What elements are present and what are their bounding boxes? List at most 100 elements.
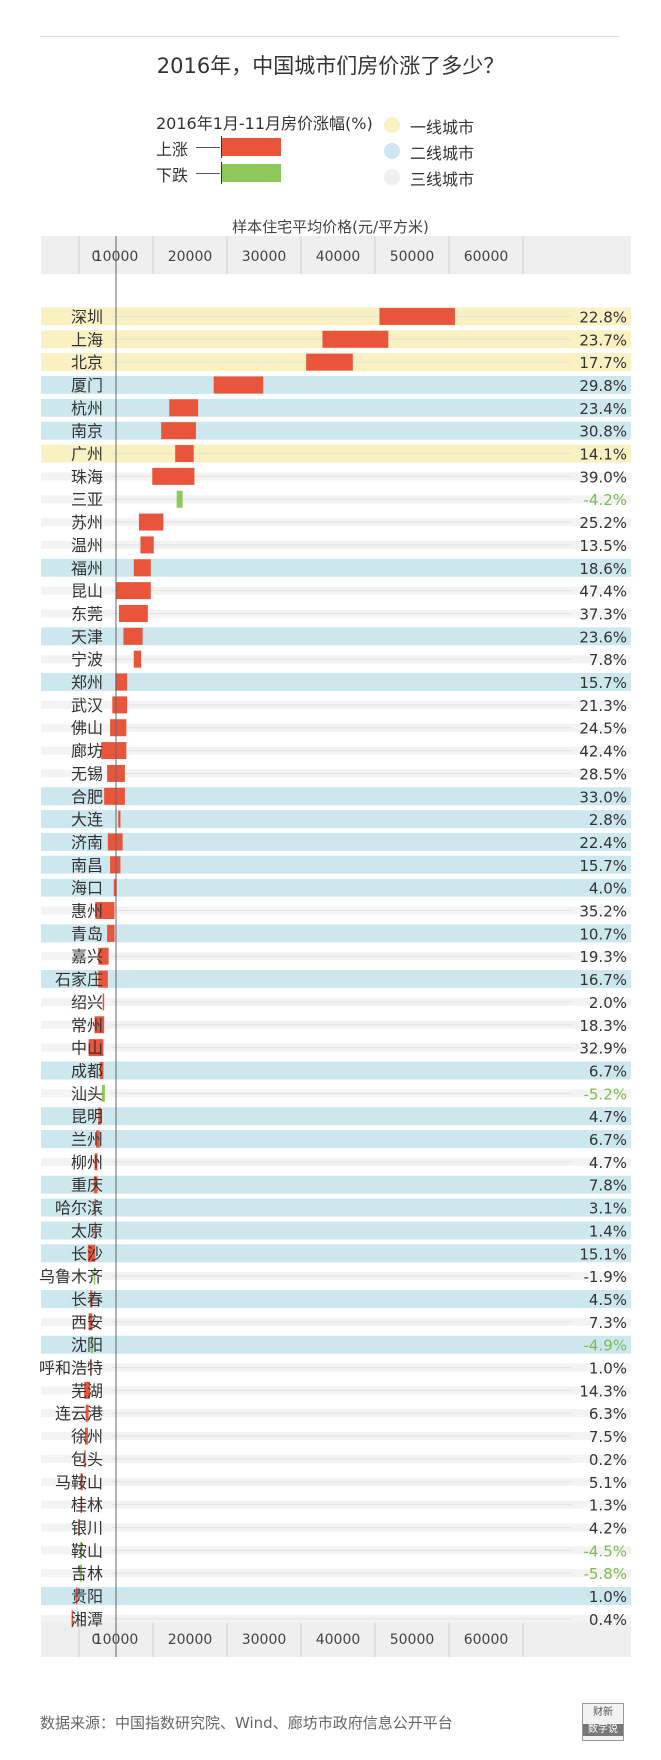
change-label: 39.0% — [579, 468, 627, 486]
bar-苏州 — [138, 513, 164, 531]
change-label: 7.3% — [589, 1314, 627, 1332]
legend-up-line — [196, 147, 220, 148]
change-label: 15.1% — [579, 1245, 627, 1263]
change-label: 21.3% — [579, 697, 627, 715]
change-label: 2.0% — [589, 994, 627, 1012]
bar-大连 — [118, 810, 121, 828]
bar-珠海 — [152, 467, 195, 485]
bar-上海 — [322, 330, 389, 348]
legend-tier-1: 一线城市 — [384, 114, 474, 138]
top-x-tick-label: 60000 — [464, 249, 509, 265]
bar-郑州 — [115, 673, 128, 691]
bar-贵阳 — [76, 1587, 78, 1605]
city-label: 重庆 — [71, 1176, 103, 1195]
bar-南昌 — [110, 856, 121, 874]
city-label: 东莞 — [71, 604, 103, 623]
change-label: 35.2% — [579, 903, 627, 921]
city-label: 芜湖 — [71, 1381, 103, 1400]
city-label: 中山 — [71, 1039, 103, 1058]
bar-重庆 — [93, 1176, 98, 1194]
bar-武汉 — [112, 696, 128, 714]
city-label: 昆山 — [71, 582, 103, 601]
bar-北京 — [306, 353, 353, 371]
city-label: 呼和浩特 — [39, 1359, 103, 1378]
change-label: 30.8% — [579, 423, 627, 441]
bar-海口 — [113, 879, 117, 897]
tier-3-label: 三线城市 — [410, 170, 475, 189]
change-label: 0.2% — [589, 1451, 627, 1469]
change-label: 17.7% — [579, 354, 627, 372]
bar-南京 — [161, 422, 196, 440]
change-label: 15.7% — [579, 857, 627, 875]
change-label: 1.0% — [589, 1360, 627, 1378]
city-label: 三亚 — [71, 490, 103, 509]
change-label: -4.9% — [583, 1337, 627, 1355]
legend-up-row: 上涨 — [156, 136, 192, 160]
bar-廊坊 — [101, 742, 127, 760]
legend-down-row: 下跌 — [156, 162, 192, 186]
bar-杭州 — [169, 399, 199, 417]
bar-绍兴 — [102, 993, 105, 1011]
bar-长春 — [90, 1290, 93, 1308]
change-label: 4.5% — [589, 1291, 627, 1309]
change-label: 25.2% — [579, 514, 627, 532]
legend-down-tick — [221, 162, 222, 184]
city-label: 上海 — [71, 330, 103, 349]
change-label: 23.7% — [579, 331, 627, 349]
change-label: 18.3% — [579, 1017, 627, 1035]
city-label: 苏州 — [71, 513, 103, 532]
city-label: 绍兴 — [71, 993, 103, 1012]
bar-三亚 — [176, 490, 183, 508]
city-label: 乌鲁木齐 — [39, 1267, 103, 1286]
change-label: -4.5% — [583, 1542, 627, 1560]
change-label: 22.8% — [579, 308, 627, 326]
tier-1-dot — [384, 117, 400, 133]
change-label: 28.5% — [579, 765, 627, 783]
change-label: 23.6% — [579, 628, 627, 646]
top-axis-band — [41, 236, 631, 274]
tier-2-dot — [384, 143, 400, 159]
bottom-axis-band — [41, 1619, 631, 1657]
change-label: 7.8% — [589, 1177, 627, 1195]
top-x-tick-label: 40000 — [316, 249, 361, 265]
change-label: 4.0% — [589, 880, 627, 898]
bottom-x-tick-label: 30000 — [242, 1632, 287, 1648]
bar-哈尔滨 — [94, 1199, 97, 1217]
bar-厦门 — [213, 376, 264, 394]
bar-深圳 — [379, 307, 455, 325]
change-label: 10.7% — [579, 925, 627, 943]
city-label: 太原 — [71, 1221, 103, 1240]
top-x-tick-label: 0 — [92, 249, 101, 265]
city-label: 成都 — [71, 1061, 103, 1080]
legend-title: 2016年1月-11月房价涨幅(%) — [156, 114, 373, 133]
change-label: 4.7% — [589, 1108, 627, 1126]
city-label: 温州 — [71, 536, 103, 555]
change-label: 32.9% — [579, 1040, 627, 1058]
bar-兰州 — [96, 1130, 100, 1148]
legend-up-tick — [221, 136, 222, 158]
bottom-x-tick-label: 60000 — [464, 1632, 509, 1648]
city-label: 杭州 — [71, 399, 103, 418]
bar-温州 — [140, 536, 154, 554]
change-label: 19.3% — [579, 948, 627, 966]
bottom-x-tick-label: 0 — [92, 1632, 101, 1648]
city-label: 长沙 — [71, 1244, 103, 1263]
city-label: 厦门 — [71, 376, 103, 395]
city-label: 湘潭 — [71, 1610, 103, 1629]
change-label: -4.2% — [583, 491, 627, 509]
city-label: 珠海 — [71, 467, 103, 486]
bar-中山 — [88, 1039, 104, 1057]
change-label: 33.0% — [579, 788, 627, 806]
publisher-logo: 财新 数字说 — [582, 1703, 624, 1741]
city-label: 银川 — [71, 1518, 103, 1537]
chart-title: 2016年，中国城市们房价涨了多少？ — [156, 54, 505, 78]
city-label: 嘉兴 — [71, 947, 103, 966]
logo-top-text: 财新 — [593, 1707, 613, 1718]
change-label: 6.3% — [589, 1405, 627, 1423]
change-label: 14.3% — [579, 1382, 627, 1400]
city-label: 贵阳 — [71, 1587, 103, 1606]
city-label: 连云港 — [55, 1404, 103, 1423]
bar-太原 — [94, 1221, 97, 1239]
change-label: 15.7% — [579, 674, 627, 692]
city-label: 大连 — [71, 810, 103, 829]
